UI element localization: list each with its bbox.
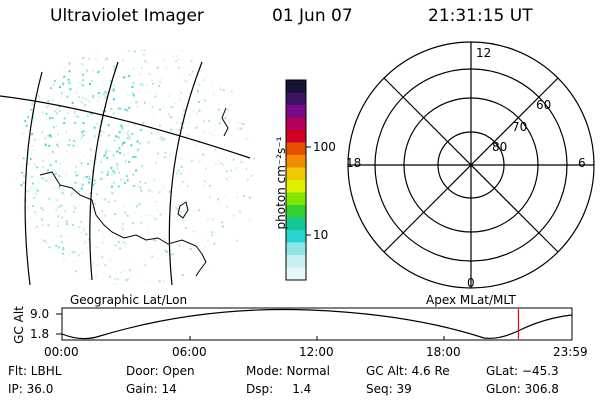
altitude-plot (56, 307, 573, 341)
x-tick-1800: 18:00 (426, 345, 461, 359)
mlat-label-60: 60 (536, 98, 552, 112)
status-ip: IP: 36.0 (8, 382, 54, 396)
status-glon: GLon: 306.8 (486, 382, 559, 396)
coastline-fragment (221, 107, 229, 137)
instrument-title: Ultraviolet Imager (50, 6, 204, 26)
mlat-label-80: 80 (492, 140, 508, 154)
colorbar-cell (286, 92, 306, 106)
x-tick-0600: 06:00 (172, 345, 207, 359)
mlt-label-0: 0 (467, 276, 475, 290)
altitude-ytick-9: 9.0 (30, 307, 50, 321)
colorbar-cell (286, 242, 306, 256)
colorbar-tick-100: 100 (313, 140, 336, 154)
polar-plot (347, 41, 595, 289)
colorbar-cell (286, 205, 306, 218)
colorbar-cell (286, 130, 306, 143)
colorbar-tick-10: 10 (313, 228, 329, 242)
colorbar-cell (286, 267, 306, 281)
mlt-label-6: 6 (578, 156, 586, 170)
mlt-label-18: 18 (346, 156, 362, 170)
colorbar-cell (286, 180, 306, 193)
status-flt: Flt: LBHL (8, 364, 62, 378)
colorbar-cell (286, 142, 306, 156)
status-gc-alt: GC Alt: 4.6 Re (366, 364, 450, 378)
colorbar-unit-label: photon cm⁻²s⁻¹ (274, 136, 288, 230)
colorbar-cell (286, 117, 306, 131)
x-tick-1200: 12:00 (299, 345, 334, 359)
geographic-map (0, 50, 255, 285)
x-tick-2359: 23:59 (553, 345, 588, 359)
status-gain: Gain: 14 (126, 382, 177, 396)
colorbar-cell (286, 255, 306, 268)
colorbar-cell (286, 80, 306, 93)
geographic-label: Geographic Lat/Lon (70, 293, 188, 307)
longitude-line (168, 61, 203, 285)
altitude-curve (61, 308, 573, 340)
altitude-ylabel: GC Alt (12, 306, 26, 344)
status-glat: GLat: −45.3 (486, 364, 559, 378)
status-seq: Seq: 39 (366, 382, 412, 396)
coastline (39, 171, 207, 277)
island-outline (177, 201, 189, 219)
longitude-line (24, 71, 43, 285)
uv-emission-speckles (15, 50, 255, 285)
colorbar-cell (286, 217, 306, 231)
colorbar-cell (286, 192, 306, 206)
status-dsp: Dsp: 1.4 (246, 382, 312, 396)
latitude-line (0, 95, 251, 159)
colorbar-cell (286, 105, 306, 118)
status-door: Door: Open (126, 364, 195, 378)
time-label: 21:31:15 UT (428, 6, 533, 26)
status-mode: Mode: Normal (246, 364, 330, 378)
longitude-line (89, 61, 119, 281)
mlt-label-12: 12 (476, 46, 492, 60)
date-label: 01 Jun 07 (272, 6, 353, 26)
colorbar-cell (286, 230, 306, 243)
apex-label: Apex MLat/MLT (426, 293, 516, 307)
mlat-label-70: 70 (512, 120, 528, 134)
x-tick-0000: 00:00 (44, 345, 79, 359)
altitude-ytick-1-8: 1.8 (30, 327, 50, 341)
colorbar (285, 79, 311, 281)
colorbar-cell (286, 167, 306, 181)
colorbar-cell (286, 155, 306, 168)
